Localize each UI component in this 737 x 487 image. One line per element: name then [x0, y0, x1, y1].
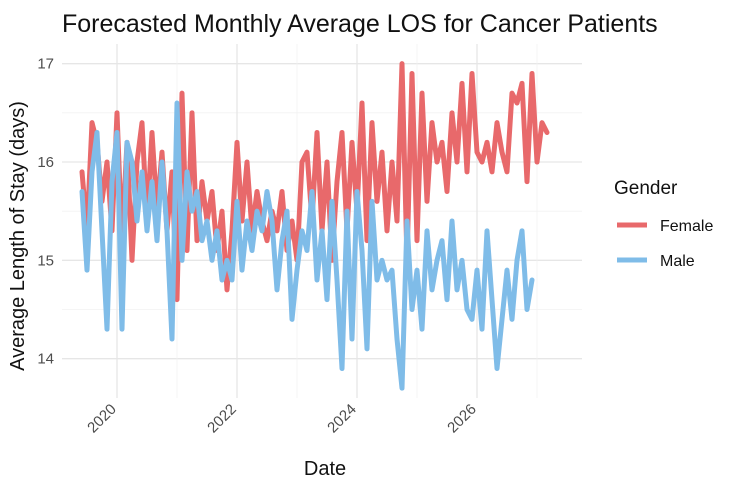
y-tick-label: 17 [37, 56, 54, 73]
y-tick-label: 15 [37, 252, 54, 269]
y-axis-ticks: 14 15 16 17 [37, 56, 54, 368]
y-axis-title: Average Length of Stay (days) [7, 101, 29, 371]
x-axis-title: Date [304, 458, 346, 480]
y-tick-label: 14 [37, 351, 54, 368]
y-tick-label: 16 [37, 154, 54, 171]
legend-title: Gender [614, 178, 678, 199]
legend: Gender Female Male [614, 178, 713, 270]
series-layer [79, 61, 550, 391]
legend-item-female: Female [617, 218, 713, 235]
legend-item-male: Male [617, 253, 695, 270]
legend-label-male: Male [660, 253, 695, 270]
series-line-male [79, 100, 535, 391]
chart-title: Forecasted Monthly Average LOS for Cance… [62, 10, 658, 38]
legend-label-female: Female [660, 218, 713, 235]
